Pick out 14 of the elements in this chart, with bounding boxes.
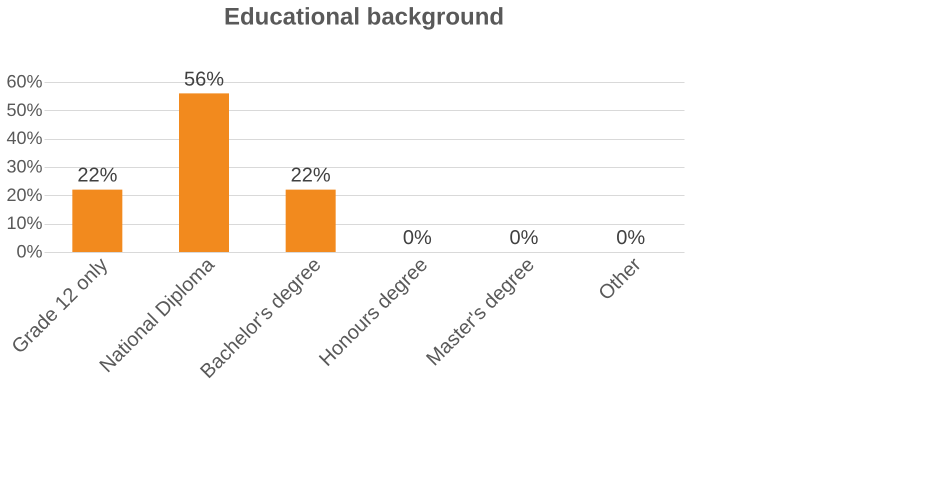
y-tick-label: 40%: [6, 128, 42, 148]
data-label: 56%: [184, 68, 224, 90]
y-tick-label: 20%: [6, 184, 42, 205]
y-tick-label: 60%: [6, 72, 42, 92]
data-label: 0%: [402, 227, 432, 249]
data-label: 22%: [290, 164, 331, 187]
data-label: 0%: [510, 227, 539, 249]
data-label: 0%: [616, 227, 646, 249]
y-tick-label: 30%: [6, 156, 42, 176]
data-label: 22%: [77, 164, 118, 187]
y-tick-label: 50%: [6, 100, 42, 120]
y-tick-label: 10%: [6, 213, 42, 234]
chart-title: Educational background: [224, 3, 504, 30]
y-tick-label: 0%: [16, 242, 42, 262]
